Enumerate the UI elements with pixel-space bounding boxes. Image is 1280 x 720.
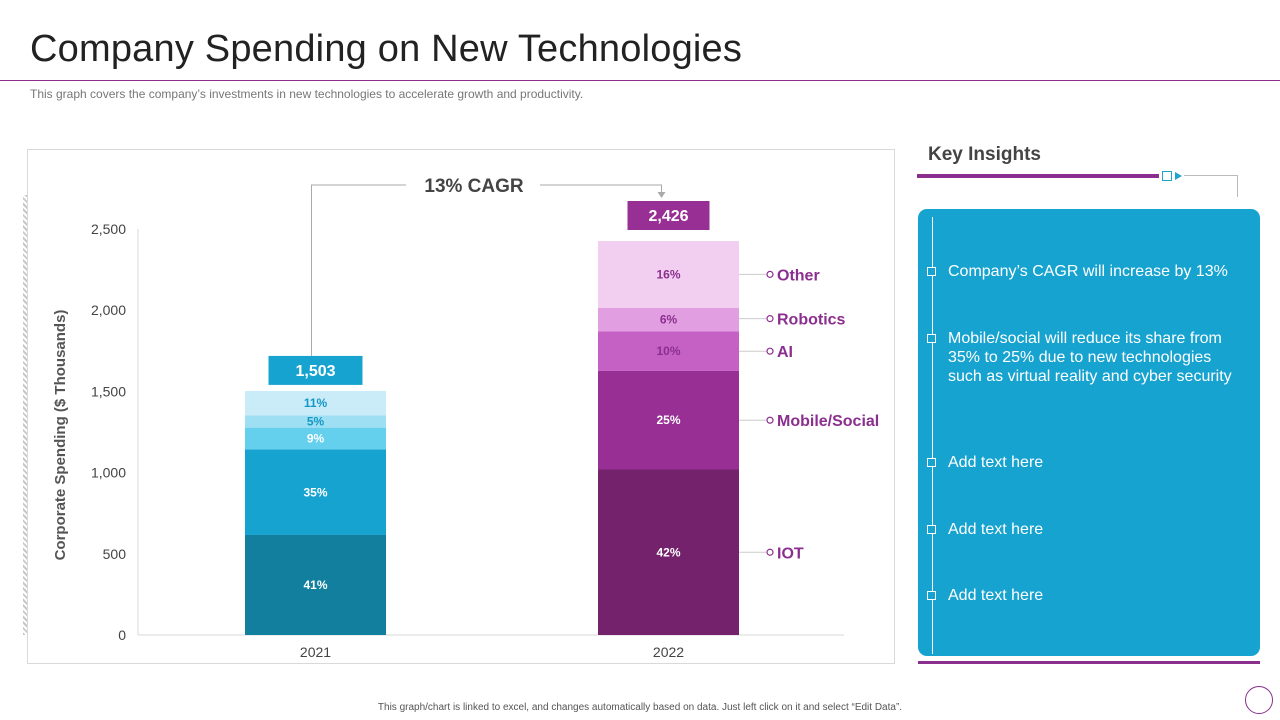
y-tick-label: 1,000 <box>91 465 126 481</box>
bar-segment-ai-2022 <box>598 331 739 371</box>
legend-label: Other <box>777 267 820 284</box>
x-tick-label: 2022 <box>653 644 684 660</box>
chart-container[interactable]: 0 500 1,000 1,500 2,000 2,500 Corporate Spendi… <box>27 149 895 664</box>
arrow-right-icon <box>1175 172 1182 180</box>
insight-text: Company’s CAGR will increase by 13% <box>948 263 1228 280</box>
corner-circle-icon <box>1245 686 1273 714</box>
bar-segment-iot-2021 <box>245 534 386 635</box>
insights-panel: Company’s CAGR will increase by 13% Mobi… <box>918 209 1260 656</box>
data-label: 25% <box>656 413 680 427</box>
data-label: 6% <box>660 313 678 327</box>
stacked-bar-chart[interactable]: 0 500 1,000 1,500 2,000 2,500 Corporate Spendi… <box>28 150 894 663</box>
legend-label: Robotics <box>777 312 846 329</box>
bar-segment-robotics-2021 <box>245 415 386 428</box>
y-axis-label: Corporate Spending ($ Thousands) <box>52 310 69 561</box>
bullet-square-icon <box>927 525 936 534</box>
insights-accent-bar <box>917 174 1159 178</box>
y-tick-label: 2,500 <box>91 221 126 237</box>
chart-title: 13% CAGR <box>424 176 524 197</box>
cagr-connector-right <box>540 184 662 194</box>
bar-segment-mobile-social-2021 <box>245 449 386 535</box>
data-label: 41% <box>303 578 327 592</box>
data-label: 10% <box>656 344 680 358</box>
bullet-square-icon <box>927 591 936 600</box>
insight-text: Add text here <box>948 454 1044 471</box>
bar-segment-other-2022 <box>598 241 739 308</box>
footnote: This graph/chart is linked to excel, and… <box>377 702 903 713</box>
insight-item: Add text here <box>927 453 1238 472</box>
bar-segment-robotics-2022 <box>598 307 739 332</box>
bullet-square-icon <box>927 334 936 343</box>
y-tick-label: 0 <box>118 627 126 643</box>
legend-marker-icon <box>766 315 774 323</box>
y-tick-label: 500 <box>103 546 127 562</box>
bullet-square-icon <box>927 267 936 276</box>
insight-item: Mobile/social will reduce its share from… <box>927 329 1238 386</box>
legend-marker-icon <box>766 270 774 278</box>
bar-segment-mobile-social-2022 <box>598 370 739 470</box>
bar-segment-other-2021 <box>245 390 386 416</box>
page-subtitle: This graph covers the company’s investme… <box>30 87 584 101</box>
total-badge-2022 <box>627 201 710 230</box>
data-label: 5% <box>307 415 325 429</box>
insight-text: Add text here <box>948 521 1044 538</box>
bar-segment-ai-2021 <box>245 427 386 450</box>
insight-text: Add text here <box>948 587 1044 604</box>
data-label: 42% <box>656 545 680 559</box>
total-label: 1,503 <box>295 363 335 380</box>
total-label: 2,426 <box>648 208 688 225</box>
title-divider <box>0 80 1280 81</box>
insight-item: Add text here <box>927 520 1238 539</box>
insight-item: Add text here <box>927 586 1238 605</box>
page-title: Company Spending on New Technologies <box>30 28 743 70</box>
insights-title: Key Insights <box>928 144 1041 165</box>
legend-marker-icon <box>766 347 774 355</box>
decorative-hatch <box>23 195 28 635</box>
data-label: 11% <box>304 396 328 410</box>
data-label: 16% <box>656 267 680 281</box>
bar-segment-iot-2022 <box>598 469 739 635</box>
insights-timeline-line <box>932 217 933 654</box>
legend-label: Mobile/Social <box>777 413 879 430</box>
insight-item: Company’s CAGR will increase by 13% <box>927 262 1238 281</box>
legend-marker-icon <box>766 416 774 424</box>
cagr-connector-left <box>311 184 406 356</box>
insights-bottom-bar <box>918 661 1260 664</box>
y-tick-label: 2,000 <box>91 302 126 318</box>
bullet-square-icon <box>927 458 936 467</box>
legend-label: IOT <box>777 545 804 562</box>
y-tick-label: 1,500 <box>91 383 126 399</box>
square-marker-icon <box>1162 171 1172 181</box>
data-label: 35% <box>303 485 327 499</box>
legend-label: AI <box>777 344 793 361</box>
x-tick-label: 2021 <box>300 644 331 660</box>
cagr-arrow-icon <box>657 192 666 198</box>
insight-text: Mobile/social will reduce its share from… <box>948 330 1232 385</box>
total-badge-2021 <box>268 355 363 385</box>
connector-line <box>1184 175 1238 197</box>
data-label: 9% <box>307 432 325 446</box>
legend-marker-icon <box>766 548 774 556</box>
